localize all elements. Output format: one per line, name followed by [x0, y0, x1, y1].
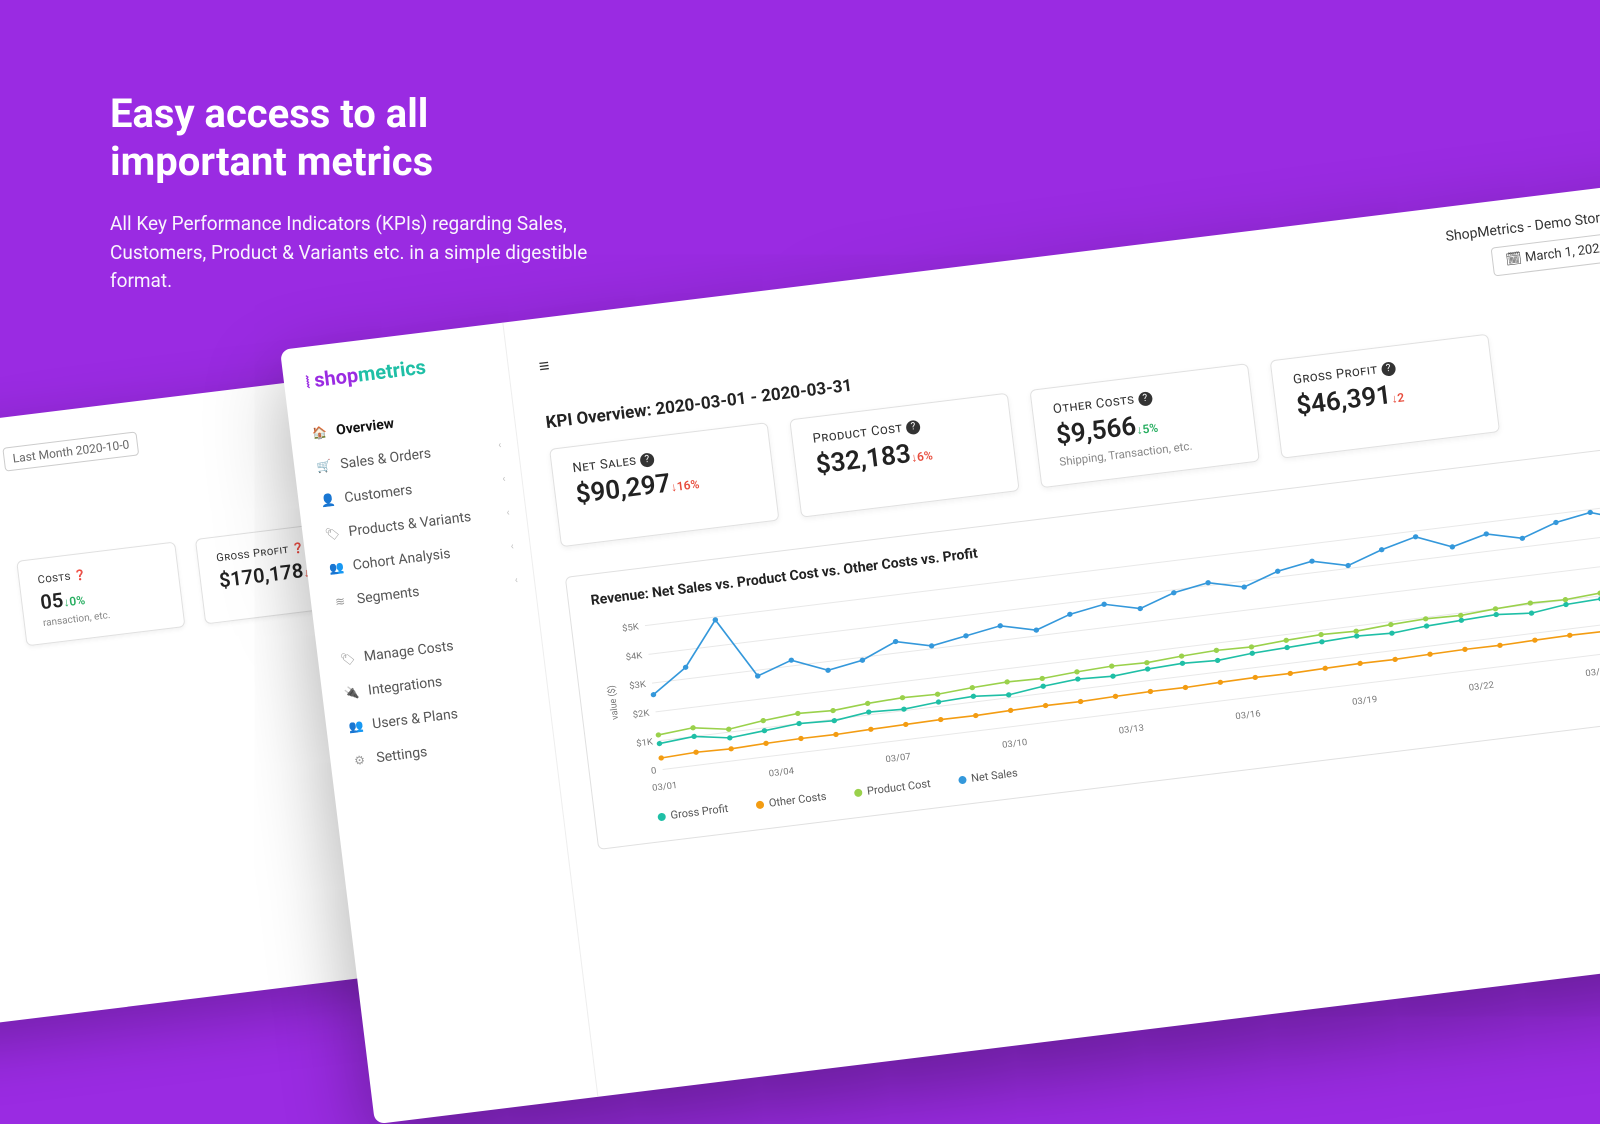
layers-icon: ≋ — [332, 594, 348, 610]
kpi-delta: ↓16% — [670, 477, 700, 494]
kpi-delta: ↓5% — [1136, 421, 1159, 438]
svg-text:03/25: 03/25 — [1585, 665, 1600, 679]
chevron-icon: ‹ — [510, 541, 514, 552]
hero-title: Easy access to all important metrics — [110, 90, 630, 186]
help-icon[interactable]: ? — [640, 452, 656, 468]
svg-text:03/13: 03/13 — [1118, 723, 1144, 737]
sidebar-item-label: Cohort Analysis — [352, 546, 452, 574]
delta: ↓0% — [63, 593, 86, 610]
group-icon: 👥 — [328, 560, 344, 576]
tag-icon: 🏷 — [324, 526, 340, 542]
tag-icon: 🏷 — [339, 651, 355, 667]
svg-text:03/22: 03/22 — [1468, 680, 1494, 694]
cart-icon: 🛒 — [316, 459, 332, 475]
sidebar-item-label: Overview — [335, 416, 395, 439]
kpi-card-product-cost: Product Cost ?$32,183↓6% — [789, 393, 1019, 518]
back-kpi-costs: Costs ❓ 05↓0% ransaction, etc. — [16, 541, 185, 646]
svg-text:03/04: 03/04 — [768, 766, 794, 780]
store-selector: ShopMetrics - Demo Store (Switch Store 🗓… — [1445, 199, 1600, 282]
help-icon[interactable]: ? — [906, 419, 922, 435]
help-icon[interactable]: ? — [1381, 361, 1397, 377]
hero-text: Easy access to all important metrics All… — [110, 90, 630, 296]
svg-text:03/07: 03/07 — [885, 751, 911, 765]
kpi-delta: ↓2 — [1391, 390, 1405, 405]
sidebar-item-label: Integrations — [367, 674, 443, 699]
main-dashboard-card: ⦚ shopmetrics 🏠Overview🛒Sales & Orders‹👤… — [280, 173, 1600, 1124]
users-icon: 👥 — [348, 719, 364, 735]
legend-item[interactable]: Gross Profit — [657, 802, 729, 824]
hero-title-l1: Easy access to all — [110, 90, 428, 137]
chevron-icon: ‹ — [506, 507, 510, 518]
svg-text:03/10: 03/10 — [1002, 737, 1028, 751]
svg-text:value ($): value ($) — [606, 685, 621, 721]
calendar-icon: 🗓 — [1505, 251, 1523, 268]
sidebar-item-label: Sales & Orders — [339, 445, 431, 472]
sidebar-item-label: Customers — [344, 482, 414, 506]
sidebar-item-label: Settings — [376, 744, 429, 766]
legend-dot — [958, 775, 967, 784]
hero-title-l2: important metrics — [110, 138, 433, 185]
kpi-delta: ↓6% — [910, 448, 933, 465]
kpi-card-gross-profit: Gross Profit ?$46,391↓2 — [1270, 334, 1500, 459]
legend-dot — [755, 800, 764, 809]
help-icon[interactable]: ? — [1138, 391, 1154, 407]
svg-text:03/01: 03/01 — [652, 780, 678, 794]
home-icon: 🏠 — [312, 425, 328, 441]
back-date-range[interactable]: Last Month 2020-10-0 — [2, 431, 139, 471]
kpi-card-other-costs: Other Costs ?$9,566↓5%Shipping, Transact… — [1029, 363, 1259, 488]
svg-text:0: 0 — [650, 766, 657, 777]
svg-text:$3K: $3K — [629, 679, 647, 692]
legend-item[interactable]: Other Costs — [755, 790, 827, 812]
user-icon: 👤 — [320, 493, 336, 509]
menu-toggle-icon[interactable]: ≡ — [538, 355, 551, 377]
hero-subtitle: All Key Performance Indicators (KPIs) re… — [110, 210, 630, 296]
sidebar-item-label: Manage Costs — [363, 638, 454, 665]
plug-icon: 🔌 — [344, 685, 360, 701]
main-content: ≡ ShopMetrics - Demo Store (Switch Store… — [503, 173, 1600, 1096]
svg-text:$2K: $2K — [632, 708, 650, 721]
chevron-icon: ‹ — [498, 439, 502, 450]
legend-dot — [854, 788, 863, 797]
legend-item[interactable]: Product Cost — [853, 777, 931, 799]
svg-text:$4K: $4K — [625, 650, 643, 663]
chevron-icon: ‹ — [502, 473, 506, 484]
sidebar-item-label: Segments — [356, 584, 420, 608]
sidebar-item-label: Users & Plans — [371, 706, 458, 732]
svg-text:03/19: 03/19 — [1352, 694, 1378, 708]
kpi-card-net-sales: Net Sales ?$90,297↓16% — [549, 422, 779, 547]
legend-item[interactable]: Net Sales — [957, 766, 1018, 786]
legend-dot — [657, 812, 666, 821]
svg-text:$1K: $1K — [636, 737, 654, 750]
svg-text:$5K: $5K — [622, 622, 640, 635]
svg-text:03/16: 03/16 — [1235, 708, 1261, 722]
gear-icon: ⚙ — [352, 753, 368, 769]
chevron-icon: ‹ — [514, 574, 518, 585]
